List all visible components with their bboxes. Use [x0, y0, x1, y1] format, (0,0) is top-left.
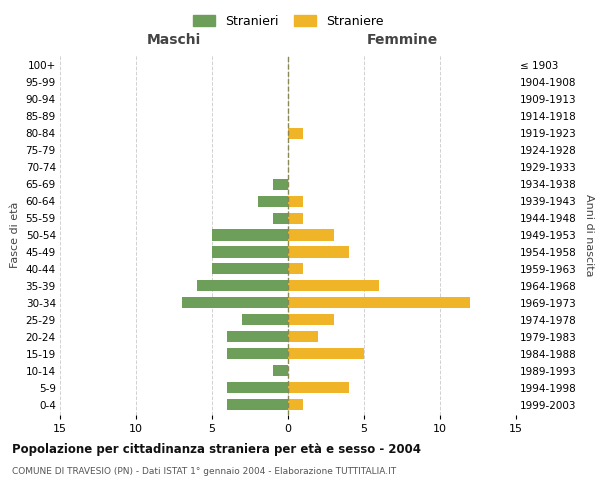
Y-axis label: Fasce di età: Fasce di età [10, 202, 20, 268]
Bar [288, 246, 349, 258]
Legend: Stranieri, Straniere: Stranieri, Straniere [189, 11, 387, 32]
Bar [288, 298, 470, 308]
Bar [288, 212, 303, 224]
Bar [197, 280, 288, 291]
Bar [227, 382, 288, 394]
Bar [288, 196, 303, 206]
Bar [288, 382, 349, 394]
Bar [257, 196, 288, 206]
Text: Maschi: Maschi [147, 32, 201, 46]
Bar [288, 264, 303, 274]
Bar [273, 178, 288, 190]
Bar [227, 332, 288, 342]
Bar [288, 230, 334, 240]
Bar [212, 246, 288, 258]
Y-axis label: Anni di nascita: Anni di nascita [584, 194, 593, 276]
Text: Femmine: Femmine [367, 32, 437, 46]
Bar [212, 264, 288, 274]
Bar [227, 348, 288, 360]
Bar [288, 280, 379, 291]
Bar [273, 212, 288, 224]
Bar [273, 366, 288, 376]
Text: Popolazione per cittadinanza straniera per età e sesso - 2004: Popolazione per cittadinanza straniera p… [12, 442, 421, 456]
Bar [288, 400, 303, 410]
Bar [288, 314, 334, 326]
Bar [288, 128, 303, 138]
Text: COMUNE DI TRAVESIO (PN) - Dati ISTAT 1° gennaio 2004 - Elaborazione TUTTITALIA.I: COMUNE DI TRAVESIO (PN) - Dati ISTAT 1° … [12, 468, 396, 476]
Bar [288, 348, 364, 360]
Bar [212, 230, 288, 240]
Bar [288, 332, 319, 342]
Bar [227, 400, 288, 410]
Bar [242, 314, 288, 326]
Bar [182, 298, 288, 308]
